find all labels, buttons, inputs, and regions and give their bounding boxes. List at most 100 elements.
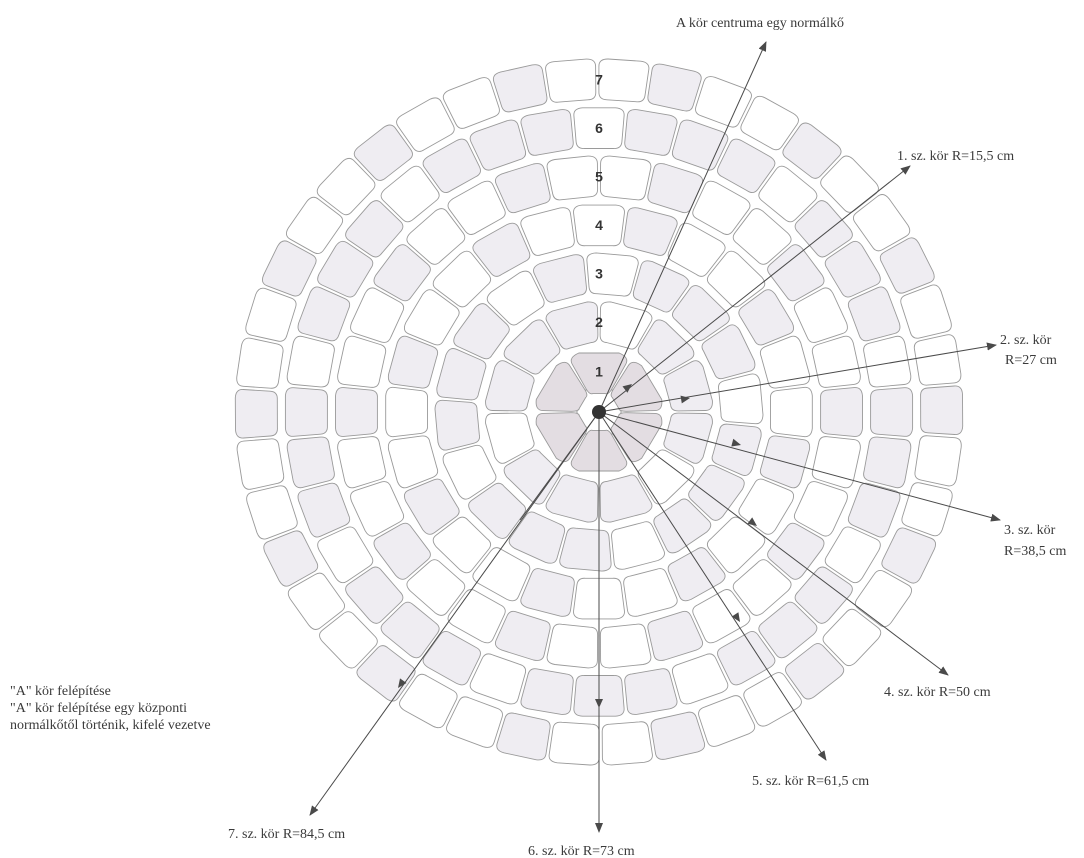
- ring-2-stone: [545, 474, 599, 523]
- ring-1-boundary-arrowhead: [622, 384, 632, 393]
- note-line-2: "A" kör felépítése egy központi: [10, 701, 188, 716]
- ring-7-stone: [698, 695, 756, 747]
- ring-5-stone: [337, 436, 387, 489]
- ring-4-stone: [706, 516, 766, 574]
- ring-3-stone: [701, 324, 756, 380]
- center-label-arrow: [598, 41, 767, 413]
- ring-3-boundary-arrowhead: [731, 438, 741, 447]
- ring-3-stone: [486, 270, 545, 326]
- ring-4-stone: [432, 250, 492, 308]
- ring-6-stone: [286, 436, 335, 489]
- ring-3-stone: [586, 252, 639, 297]
- ring-7-stone: [356, 645, 416, 702]
- ring-4-boundary-arrowhead: [747, 517, 757, 526]
- ring-4-stone: [667, 547, 726, 602]
- ring-4-stone: [403, 289, 460, 346]
- ring-4-stone: [472, 222, 531, 277]
- ring-2-label-line2: R=27 cm: [1005, 353, 1057, 368]
- ring-2-stone: [599, 301, 653, 350]
- ring-7-stone: [286, 196, 344, 255]
- ring-4-stone: [769, 386, 813, 438]
- ring-7-number: 7: [595, 71, 603, 87]
- ring-3-stone: [442, 444, 497, 500]
- ring-7-stone: [743, 672, 802, 727]
- ring-5-stone: [447, 180, 506, 235]
- ring-4-stone: [403, 478, 460, 535]
- ring-2-stone: [545, 301, 599, 350]
- ring-4-stone: [472, 547, 531, 602]
- ring-6-stone: [847, 482, 901, 538]
- ring-3-stone: [718, 373, 764, 425]
- ring-labels: A kör centruma egy normálkő 1. sz. kör R…: [228, 16, 1066, 858]
- ring-3-label-line2: R=38,5 cm: [1004, 544, 1066, 559]
- ring-6-stone: [863, 436, 912, 489]
- ring-3-radius-arrow: [598, 411, 1001, 522]
- ring-4-stone: [520, 568, 575, 617]
- ring-4-label: 4. sz. kör R=50 cm: [884, 685, 991, 700]
- ring-6-stone: [671, 653, 729, 705]
- ring-2-stone: [485, 360, 535, 412]
- ring-4-stone: [432, 516, 492, 574]
- ring-5-stone: [599, 155, 652, 201]
- ring-4-stone: [385, 386, 429, 438]
- ring-7-stone: [496, 712, 551, 761]
- ring-2-stone: [485, 412, 535, 464]
- ring-6-stone: [717, 138, 776, 193]
- ring-7-boundary-arrowhead: [398, 678, 407, 688]
- ring-6-stone: [794, 566, 853, 624]
- ring-7-stone: [881, 527, 936, 584]
- ring-6-stone: [758, 165, 818, 223]
- ring-4-stone: [738, 289, 795, 346]
- center-point: [592, 405, 606, 419]
- ring-6-stone: [286, 335, 335, 388]
- center-label: A kör centruma egy normálkő: [676, 16, 844, 31]
- ring-7-stone: [740, 95, 799, 151]
- ring-7-stone: [446, 696, 503, 748]
- ring-6-stone: [297, 286, 351, 342]
- ring-7-stone: [263, 530, 319, 587]
- ring-5-stone: [811, 335, 861, 388]
- ring-6-stone: [345, 566, 404, 624]
- ring-4-stone: [667, 222, 726, 277]
- ring-6-stone: [345, 200, 404, 258]
- ring-6-stone: [758, 601, 818, 659]
- ring-7-stone: [920, 385, 964, 435]
- ring-5-stone: [692, 180, 751, 235]
- ring-7-stone: [262, 240, 317, 297]
- ring-5-stone: [350, 481, 405, 537]
- ring-7-stone: [598, 58, 650, 103]
- ring-5-stone: [494, 163, 551, 214]
- ring-7-stone: [236, 337, 284, 389]
- ring-3-stone: [611, 521, 665, 570]
- ring-7-stone: [548, 721, 600, 766]
- ring-4-stone: [387, 435, 439, 489]
- ring-6-stone: [824, 240, 881, 298]
- ring-3-number: 3: [595, 265, 603, 281]
- ring-5-stone: [793, 287, 848, 343]
- ring-7-stone: [901, 482, 953, 537]
- ring-6-stone: [380, 165, 440, 223]
- ring-1-label: 1. sz. kör R=15,5 cm: [897, 149, 1014, 164]
- ring-3-stone: [468, 482, 526, 539]
- ring-2-stone: [637, 449, 695, 505]
- ring-6-number: 6: [595, 120, 603, 136]
- ring-5-stone: [647, 610, 704, 661]
- ring-6-stone: [317, 526, 374, 584]
- radius-arrows: [309, 41, 1001, 833]
- ring-5-boundary-arrowhead: [731, 612, 740, 622]
- ring-3-stone: [453, 303, 510, 360]
- ring-5-stone: [767, 522, 825, 580]
- ring-5-stone: [599, 623, 652, 669]
- ring-7-stone: [695, 76, 752, 128]
- ring-1-radius-arrow: [598, 165, 911, 413]
- ring-2-number: 2: [595, 314, 603, 330]
- ring-6-label: 6. sz. kör R=73 cm: [528, 844, 635, 858]
- ring-3-stone: [688, 464, 745, 521]
- ring-5-stone: [732, 559, 792, 616]
- ring-7-stone: [492, 64, 548, 113]
- ring-3-stone: [672, 285, 730, 342]
- ring-5-stone: [647, 163, 704, 214]
- ring-1-stone: [535, 361, 588, 412]
- ring-7-stone: [785, 643, 845, 700]
